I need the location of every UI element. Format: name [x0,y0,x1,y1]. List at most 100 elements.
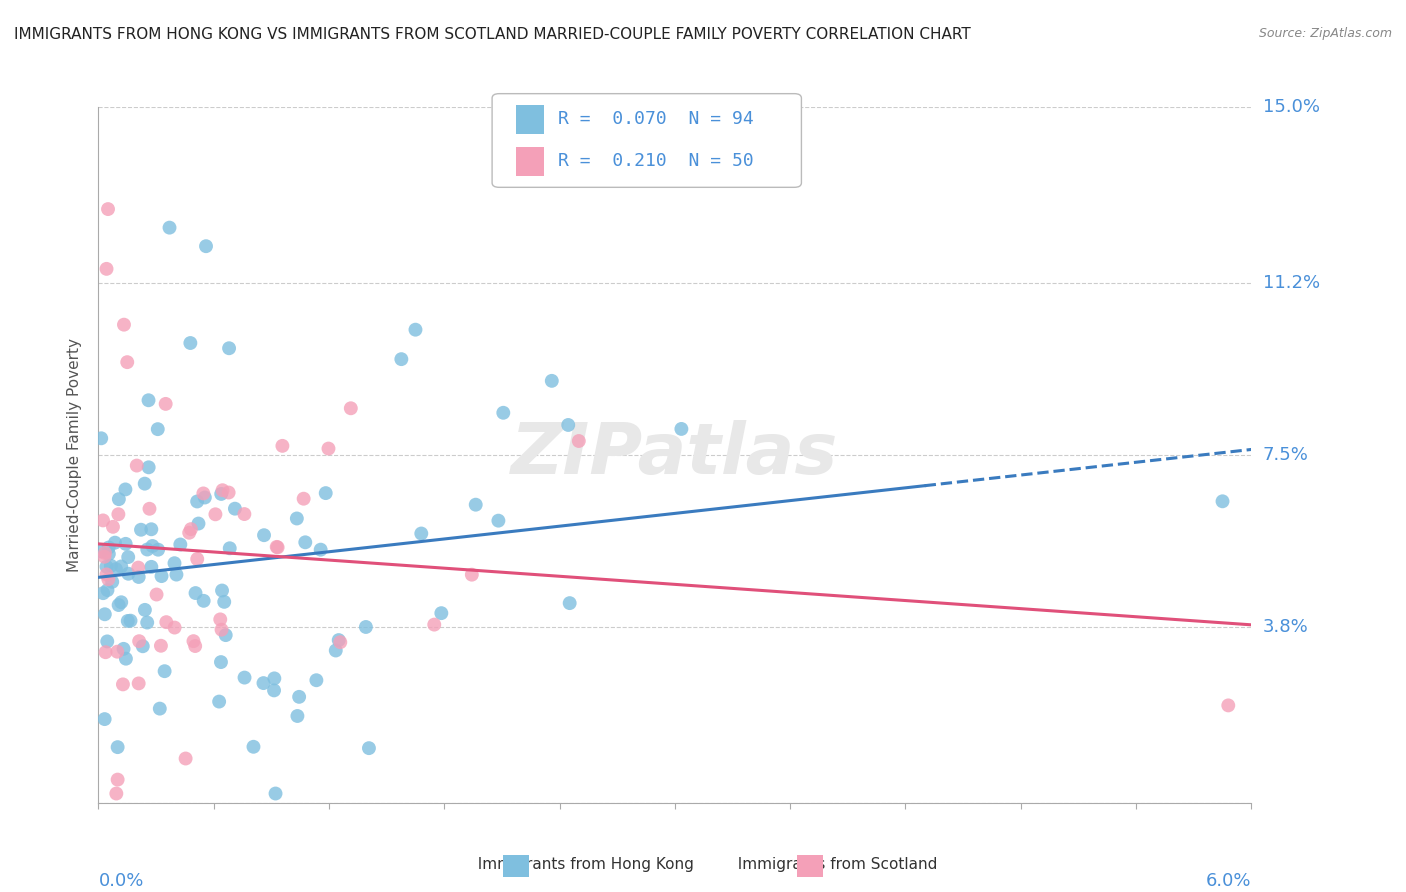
Point [288,690,311,704]
Point [138,393,160,408]
Point [96,583,118,598]
Text: 11.2%: 11.2% [1263,275,1320,293]
Point [357,741,380,756]
Point [150,569,173,583]
Point [145,587,167,601]
Point [187,516,209,531]
Point [97,541,120,555]
Point [101,520,124,534]
Point [486,514,509,528]
Point [100,558,122,573]
Point [97,572,120,586]
Point [96,634,118,648]
Point [193,486,215,500]
Point [263,683,285,698]
Point [114,537,136,551]
Point [492,406,515,420]
Point [389,352,412,367]
Point [318,442,340,456]
Point [423,617,446,632]
Point [430,606,453,620]
Point [93,549,115,564]
Point [134,603,156,617]
Point [252,676,274,690]
Point [405,323,427,337]
Point [117,355,139,369]
Point [294,535,316,549]
Text: 3.8%: 3.8% [1263,617,1309,635]
Text: 15.0%: 15.0% [1263,98,1320,116]
Point [209,612,232,626]
Point [93,712,115,726]
Point [107,740,129,755]
Point [115,651,138,665]
Point [183,634,205,648]
Point [195,239,218,253]
Point [209,487,232,501]
Point [111,677,134,691]
Point [461,567,484,582]
Point [354,620,377,634]
Point [136,615,159,630]
Point [149,701,172,715]
Point [155,397,177,411]
Point [107,772,129,787]
Point [263,672,285,686]
Point [233,507,256,521]
Point [212,595,235,609]
Point [107,598,129,612]
Point [271,439,294,453]
Point [96,559,118,574]
Point [218,541,240,556]
Point [186,494,208,508]
Point [292,491,315,506]
Point [89,544,111,558]
Point [114,483,136,497]
Point [105,645,128,659]
Point [163,556,186,570]
Point [568,434,591,448]
Point [141,522,163,536]
Point [108,492,131,507]
Point [104,535,127,549]
Point [264,787,287,801]
Point [285,511,308,525]
Point [179,336,201,351]
Point [94,607,117,622]
Point [165,567,187,582]
Point [287,709,309,723]
Text: Immigrants from Hong Kong         Immigrants from Scotland: Immigrants from Hong Kong Immigrants fro… [468,857,938,872]
Point [309,542,332,557]
Point [105,787,128,801]
Point [193,594,215,608]
Point [266,541,288,555]
Point [117,550,139,565]
Point [411,526,433,541]
Point [340,401,363,416]
Point [169,537,191,551]
Point [97,547,120,561]
Point [159,220,181,235]
Point [107,508,129,522]
Point [112,318,135,332]
Point [194,491,217,505]
Point [215,628,238,642]
Point [328,633,350,648]
Point [224,501,246,516]
Point [138,460,160,475]
Point [253,528,276,542]
Point [464,498,486,512]
Point [90,431,112,445]
Point [163,621,186,635]
Point [104,562,127,576]
Point [184,639,207,653]
Point [540,374,562,388]
Point [134,476,156,491]
Text: R =  0.070  N = 94: R = 0.070 N = 94 [558,110,754,128]
Point [91,513,114,527]
Point [127,560,149,574]
Point [117,566,139,581]
Point [97,202,120,216]
Point [128,570,150,584]
Point [179,525,201,540]
